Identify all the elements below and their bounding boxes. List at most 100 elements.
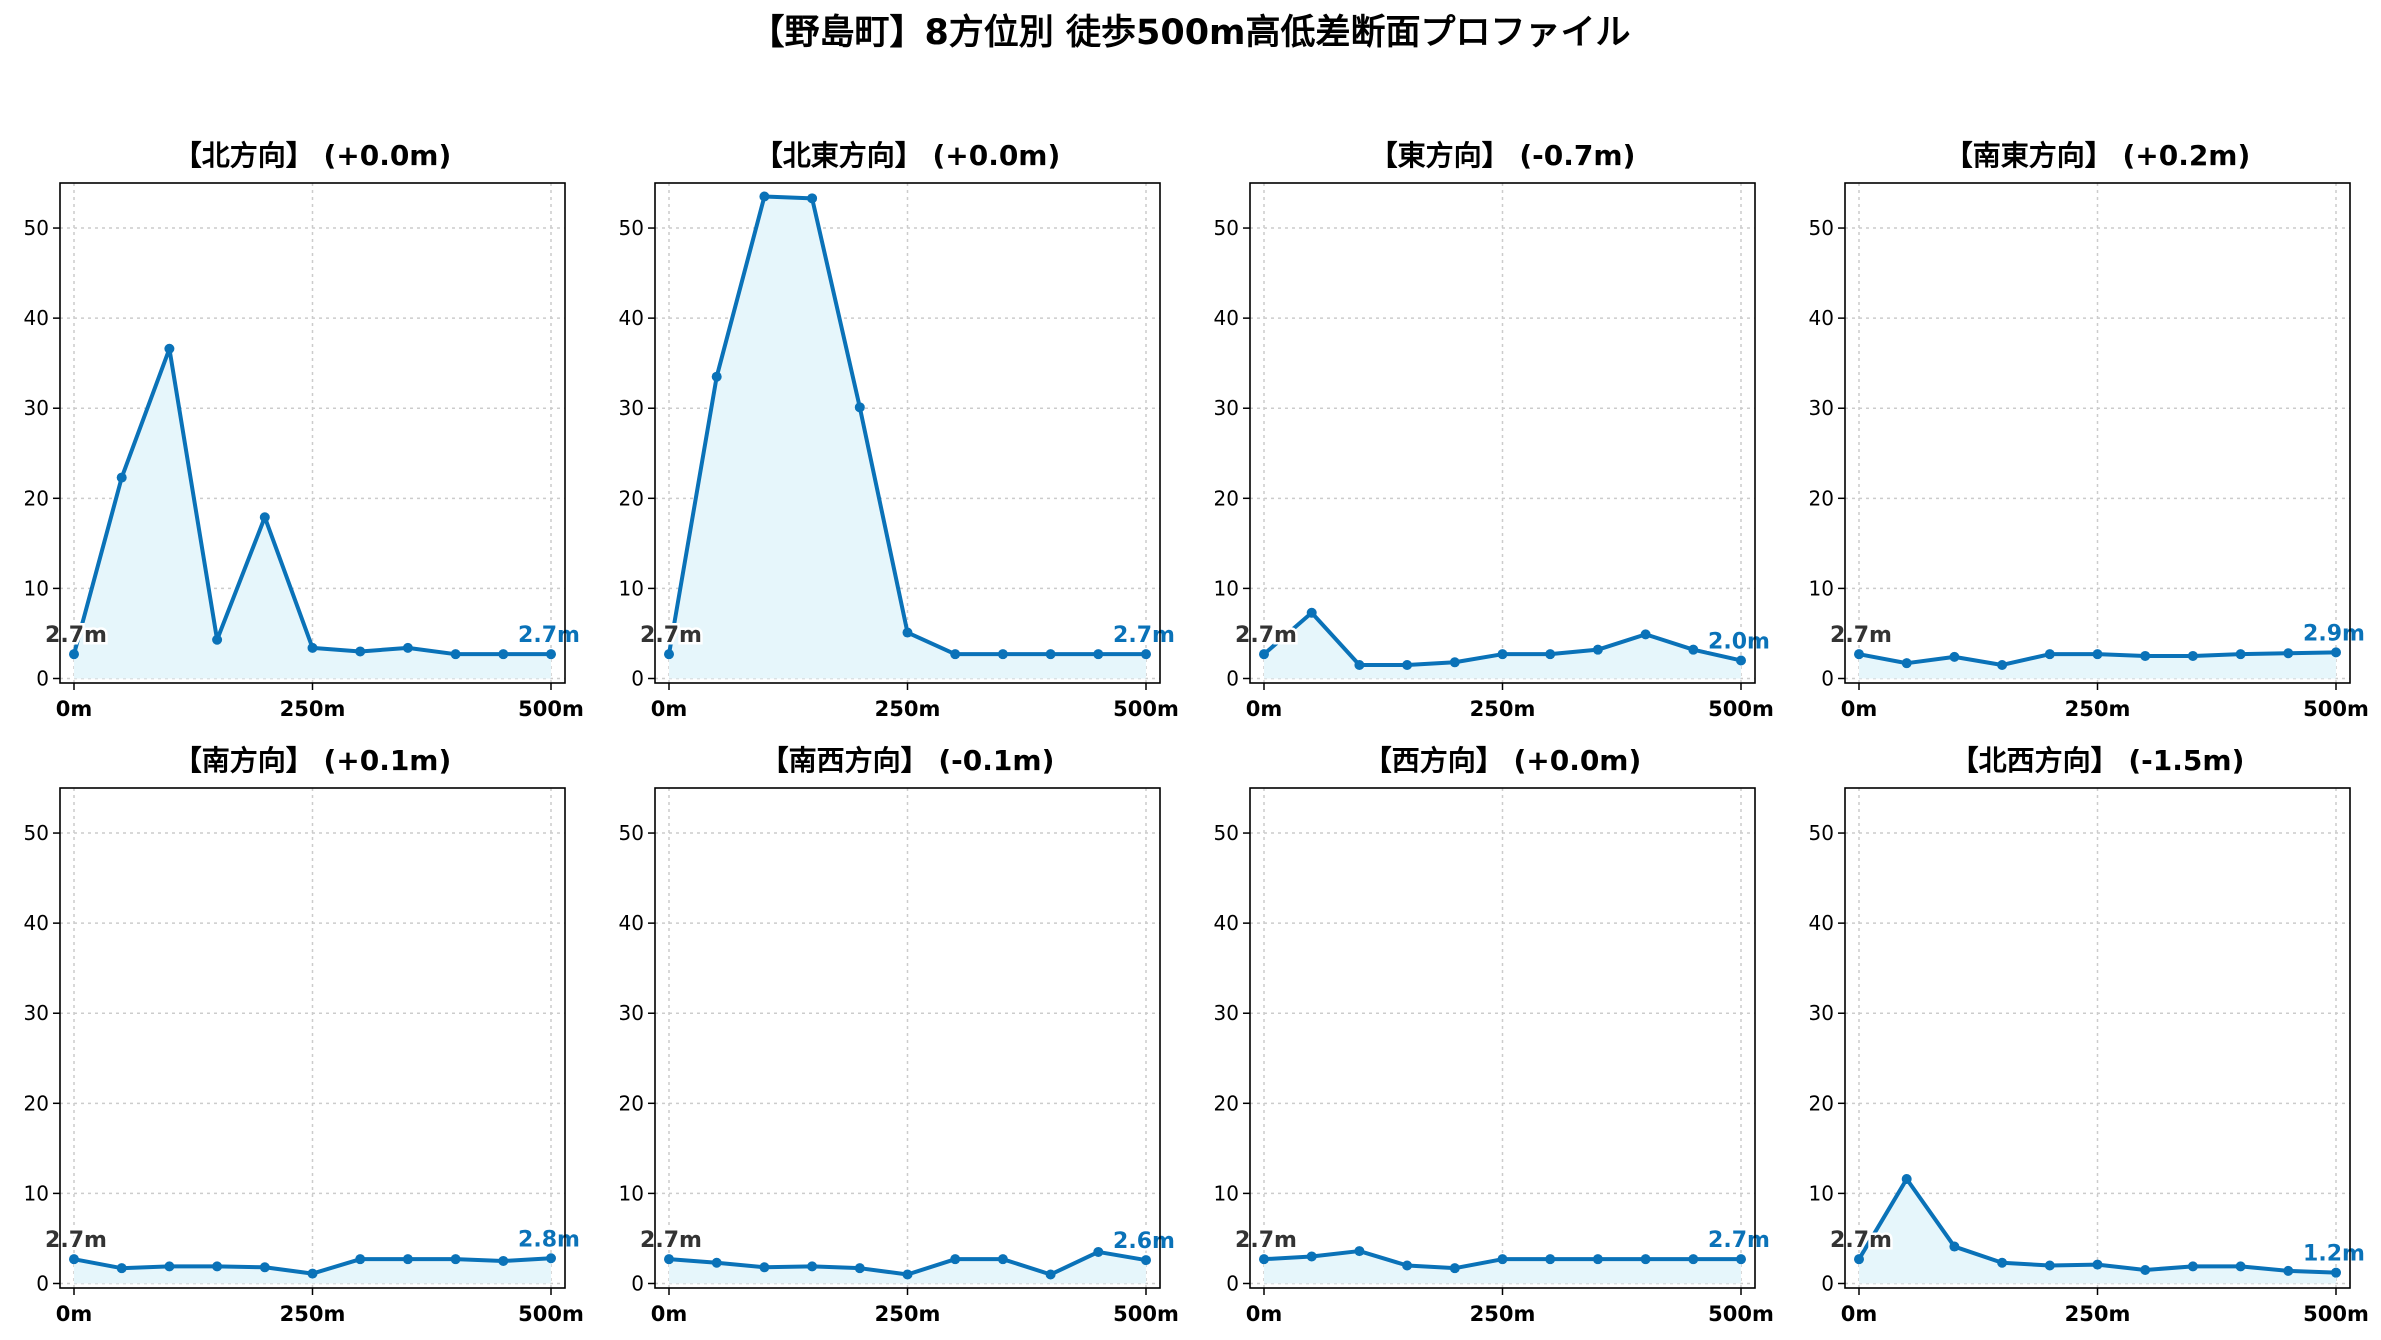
data-point	[164, 1261, 175, 1272]
y-tick-label: 40	[24, 911, 49, 935]
y-tick-label: 10	[24, 576, 49, 600]
data-point	[2092, 1259, 2103, 1270]
data-point	[1497, 1254, 1508, 1265]
grid	[60, 788, 565, 1288]
data-point	[450, 649, 461, 660]
start-label: 2.7m	[1830, 623, 1892, 648]
figure-title: 【野島町】8方位別 徒歩500m高低差断面プロファイル	[749, 13, 1630, 53]
start-label: 2.7m	[640, 623, 702, 648]
end-label: 2.7m	[518, 623, 580, 648]
data-point	[2140, 1264, 2151, 1275]
data-point	[711, 371, 722, 382]
y-tick-label: 50	[1809, 216, 1834, 240]
y-tick-label: 30	[619, 396, 644, 420]
end-label: 2.8m	[518, 1227, 580, 1252]
plot-frame	[59, 787, 566, 1289]
data-point	[759, 1262, 770, 1273]
panel-title: 【北西方向】 (-1.5m)	[1951, 744, 2245, 777]
panel-title: 【東方向】 (-0.7m)	[1370, 139, 1636, 172]
plot-frame	[654, 787, 1161, 1289]
y-tick-label: 30	[24, 396, 49, 420]
data-point	[2331, 1267, 2341, 1278]
data-point	[807, 193, 818, 204]
data-point	[212, 634, 223, 645]
y-tick-label: 10	[1214, 576, 1239, 600]
area-fill	[1859, 1178, 2336, 1284]
y-tick-label: 50	[619, 216, 644, 240]
data-point	[1497, 649, 1508, 660]
x-tick-label: 250m	[2065, 1302, 2131, 1326]
y-tick-label: 50	[1214, 216, 1239, 240]
y-tick-label: 10	[24, 1181, 49, 1205]
x-tick-label: 500m	[1708, 697, 1774, 721]
panel-title: 【南西方向】 (-0.1m)	[761, 744, 1055, 777]
panel-title: 【北東方向】 (+0.0m)	[755, 139, 1061, 172]
area-fill	[669, 1251, 1146, 1284]
data-point	[1640, 1254, 1651, 1265]
data-point	[902, 1269, 913, 1280]
data-point	[2331, 647, 2341, 658]
data-point	[2187, 650, 2198, 661]
y-tick-label: 30	[1214, 396, 1239, 420]
x-tick-label: 250m	[280, 697, 346, 721]
x-tick-label: 250m	[1470, 1302, 1536, 1326]
y-tick-label: 20	[619, 486, 644, 510]
x-tick-label: 250m	[875, 1302, 941, 1326]
end-label: 2.0m	[1708, 629, 1770, 654]
data-point	[2283, 648, 2294, 659]
x-tick-label: 0m	[1246, 697, 1283, 721]
panel-title: 【南方向】 (+0.1m)	[174, 744, 452, 777]
grid	[655, 788, 1160, 1288]
data-point	[2044, 1260, 2055, 1271]
start-label: 2.7m	[1235, 1228, 1297, 1253]
data-point	[307, 642, 318, 653]
data-point	[902, 627, 913, 638]
x-tick-label: 0m	[56, 697, 93, 721]
x-tick-label: 0m	[651, 1302, 688, 1326]
data-point	[1306, 607, 1317, 618]
y-tick-label: 20	[1809, 1091, 1834, 1115]
data-point	[1949, 1241, 1960, 1252]
data-point	[1354, 1246, 1365, 1257]
data-point	[1736, 655, 1746, 666]
x-tick-label: 0m	[56, 1302, 93, 1326]
data-point	[807, 1261, 818, 1272]
start-label: 2.7m	[640, 1228, 702, 1253]
data-point	[259, 1262, 270, 1273]
data-point	[546, 649, 556, 660]
data-point	[1449, 1263, 1460, 1274]
y-tick-label: 20	[1809, 486, 1834, 510]
data-point	[1688, 1254, 1699, 1265]
data-point	[1093, 1246, 1104, 1257]
data-point	[997, 649, 1008, 660]
area-fill	[74, 348, 551, 679]
data-point	[664, 649, 674, 660]
data-point	[1045, 649, 1056, 660]
start-label: 2.7m	[1830, 1228, 1892, 1253]
data-point	[664, 1254, 674, 1265]
data-point	[69, 1254, 79, 1265]
x-tick-label: 0m	[1841, 1302, 1878, 1326]
data-point	[212, 1261, 223, 1272]
y-tick-label: 0	[1226, 1271, 1239, 1295]
y-tick-label: 10	[1809, 576, 1834, 600]
y-tick-label: 30	[1809, 396, 1834, 420]
y-tick-label: 30	[1214, 1001, 1239, 1025]
y-tick-label: 40	[24, 306, 49, 330]
data-point	[1045, 1269, 1056, 1280]
y-tick-label: 10	[619, 1181, 644, 1205]
panel-title: 【南東方向】 (+0.2m)	[1945, 139, 2251, 172]
y-tick-label: 0	[631, 666, 644, 690]
data-point	[546, 1253, 556, 1264]
data-point	[1640, 629, 1651, 640]
data-point	[1259, 649, 1269, 660]
area-fill	[669, 196, 1146, 679]
y-tick-label: 50	[619, 821, 644, 845]
